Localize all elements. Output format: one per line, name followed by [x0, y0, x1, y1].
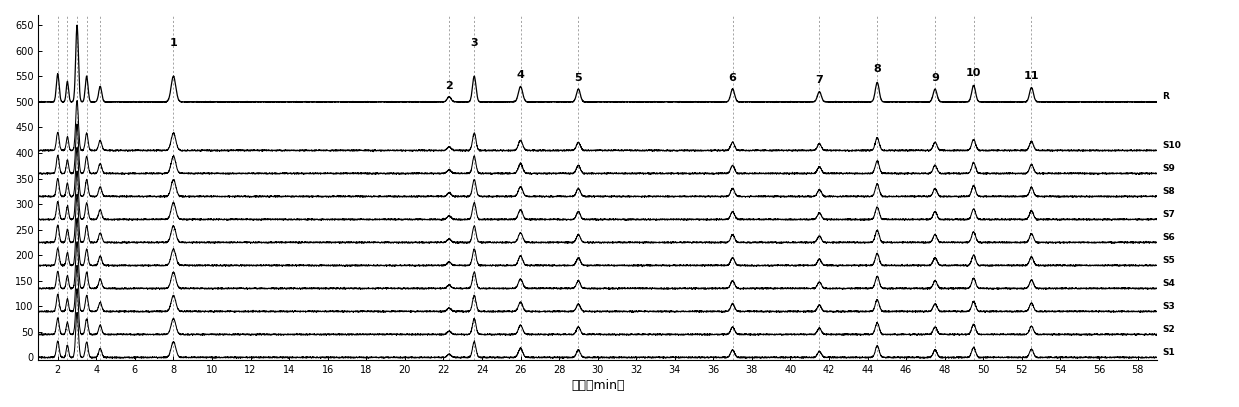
Text: S3: S3 — [1162, 302, 1176, 311]
Text: 1: 1 — [170, 38, 177, 48]
Text: S6: S6 — [1162, 233, 1176, 242]
Text: 3: 3 — [471, 38, 478, 48]
Text: S10: S10 — [1162, 141, 1182, 150]
Text: S8: S8 — [1162, 187, 1176, 196]
Text: R: R — [1162, 92, 1170, 101]
Text: S9: S9 — [1162, 164, 1176, 173]
Text: 8: 8 — [873, 64, 881, 74]
Text: 4: 4 — [517, 70, 524, 81]
Text: S1: S1 — [1162, 348, 1176, 357]
Text: 6: 6 — [729, 73, 736, 83]
Text: 9: 9 — [932, 73, 939, 83]
Text: 5: 5 — [575, 73, 582, 83]
Text: S5: S5 — [1162, 256, 1176, 265]
Text: S7: S7 — [1162, 210, 1176, 219]
Text: 11: 11 — [1023, 72, 1040, 81]
Text: S2: S2 — [1162, 325, 1176, 334]
Text: 2: 2 — [445, 81, 453, 91]
Text: S4: S4 — [1162, 279, 1176, 288]
Text: 7: 7 — [815, 74, 823, 85]
X-axis label: 时间（min）: 时间（min） — [571, 379, 624, 392]
Text: 10: 10 — [966, 68, 981, 79]
